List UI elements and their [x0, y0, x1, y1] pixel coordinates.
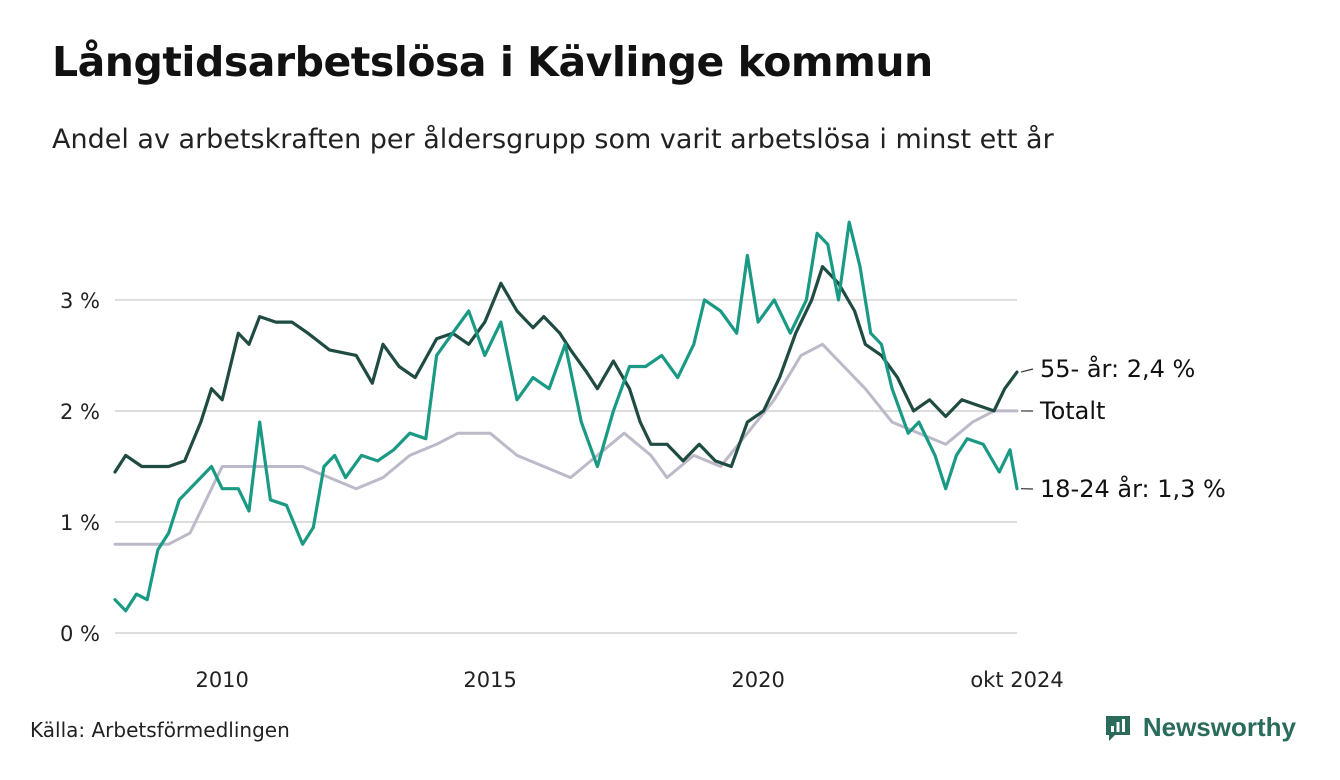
- series-end-label: 18-24 år: 1,3 %: [1040, 474, 1226, 503]
- x-tick-label: 2015: [463, 668, 516, 692]
- y-tick-label: 2 %: [60, 400, 100, 424]
- y-axis-ticks: 0 % 1 % 2 % 3 %: [60, 289, 100, 646]
- line-chart: 0 % 1 % 2 % 3 % 2010 2015 2020 okt 2024 Totalt…: [60, 220, 1226, 692]
- y-tick-label: 1 %: [60, 511, 100, 535]
- series-lines: [113, 220, 1019, 613]
- x-axis-ticks: 2010 2015 2020 okt 2024: [195, 668, 1063, 692]
- chart-subtitle: Andel av arbetskraften per åldersgrupp s…: [52, 124, 1054, 155]
- brand-logo: Newsworthy: [1103, 712, 1296, 743]
- x-tick-label: okt 2024: [970, 668, 1063, 692]
- series-line-total: [113, 342, 1019, 546]
- series-end-labels: Totalt 55- år: 2,4 % 18-24 år: 1,3 %: [1020, 354, 1226, 503]
- brand-name: Newsworthy: [1142, 712, 1296, 742]
- y-tick-label: 0 %: [60, 622, 100, 646]
- series-line-age-18-24: [113, 220, 1019, 613]
- series-end-label: Totalt: [1039, 397, 1105, 425]
- y-tick-label: 3 %: [60, 289, 100, 313]
- label-leader: [1020, 368, 1034, 373]
- source-note: Källa: Arbetsförmedlingen: [30, 718, 290, 742]
- newsworthy-logo-icon: [1105, 715, 1130, 741]
- series-line-age-55: [113, 265, 1019, 474]
- x-tick-label: 2010: [195, 668, 248, 692]
- x-tick-label: 2020: [731, 668, 784, 692]
- series-end-label: 55- år: 2,4 %: [1040, 354, 1195, 383]
- chart-title: Långtidsarbetslösa i Kävlinge kommun: [52, 38, 933, 86]
